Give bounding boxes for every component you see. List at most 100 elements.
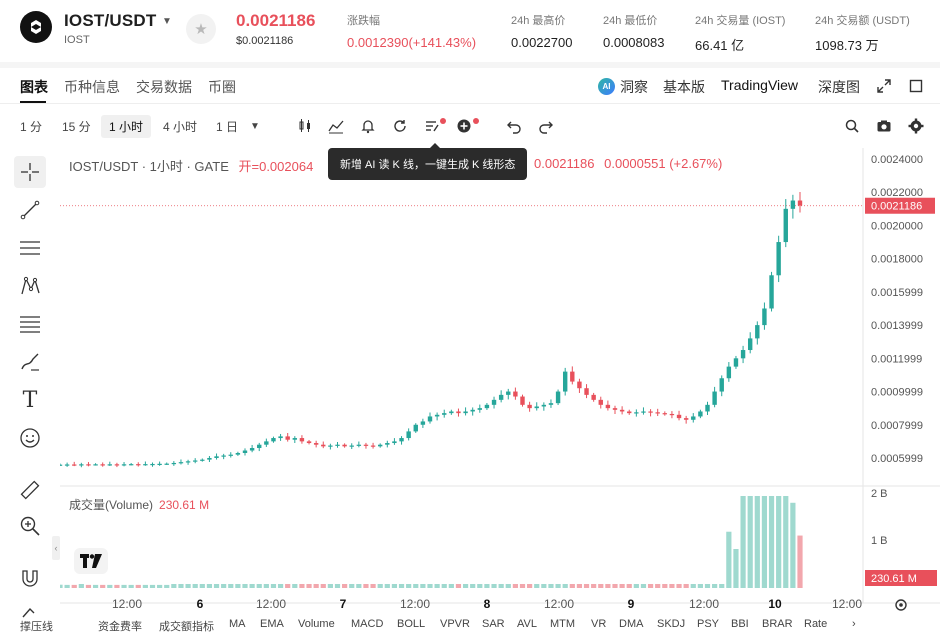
- alert-bell-icon[interactable]: [359, 117, 377, 135]
- volume-bar: [527, 584, 533, 588]
- indicator-macd[interactable]: MACD: [351, 618, 384, 630]
- timeframe-dropdown-icon[interactable]: ▼: [250, 120, 260, 132]
- indicator-dma[interactable]: DMA: [619, 618, 644, 630]
- indicator-skdj[interactable]: SKDJ: [657, 618, 686, 630]
- main-tabs: 图表 币种信息 交易数据 币圈 AI 洞察 基本版 TradingView 深度…: [0, 68, 940, 104]
- candle-body: [755, 325, 760, 339]
- candle-body: [107, 464, 113, 466]
- indicator-ema[interactable]: EMA: [260, 618, 284, 630]
- timeframe-4h[interactable]: 4 小时: [163, 120, 198, 134]
- candle-type-icon[interactable]: [296, 117, 314, 135]
- last-price-tag: [865, 197, 935, 214]
- pattern-tool-icon[interactable]: [14, 270, 46, 302]
- candle-body: [662, 413, 668, 415]
- redo-icon[interactable]: [537, 117, 555, 135]
- indicator-psy[interactable]: PSY: [697, 618, 720, 630]
- volume-bar: [797, 535, 803, 588]
- timeframe-1m[interactable]: 1 分: [20, 120, 43, 134]
- tab-coin-info[interactable]: 币种信息: [64, 79, 120, 95]
- volume-bar: [228, 584, 234, 588]
- ruler-icon[interactable]: [14, 474, 46, 506]
- expand-icon[interactable]: [874, 76, 894, 96]
- timeframe-1d[interactable]: 1 日: [216, 120, 239, 134]
- indicator-vpvr[interactable]: VPVR: [440, 618, 470, 630]
- volume-bar: [633, 584, 639, 588]
- volume-bar: [562, 584, 568, 588]
- tab-trade-data[interactable]: 交易数据: [136, 79, 192, 95]
- collapse-toolbar-icon[interactable]: ‹: [52, 536, 60, 560]
- timeframe-1h[interactable]: 1 小时: [101, 115, 152, 138]
- horizontal-lines-icon[interactable]: [14, 232, 46, 264]
- text-tool-icon[interactable]: T: [22, 387, 38, 413]
- replay-icon[interactable]: [391, 117, 409, 135]
- indicator-funding-rate[interactable]: 资金费率: [98, 621, 142, 633]
- tradingview-tab[interactable]: TradingView: [721, 77, 799, 93]
- candle-body: [271, 438, 276, 442]
- tab-chart[interactable]: 图表: [20, 79, 48, 95]
- pair-dropdown-icon[interactable]: ▼: [162, 16, 172, 27]
- indicator-vr[interactable]: VR: [591, 618, 607, 630]
- tab-community[interactable]: 币圈: [208, 79, 236, 95]
- indicator-volume[interactable]: Volume: [298, 618, 335, 630]
- crosshair-icon[interactable]: [14, 156, 46, 188]
- camera-icon[interactable]: [875, 117, 893, 135]
- pair-name[interactable]: IOST/USDT: [64, 11, 157, 30]
- indicator-avl[interactable]: AVL: [517, 618, 537, 630]
- candle-body: [627, 411, 632, 414]
- window-toggle-icon[interactable]: [906, 76, 926, 96]
- ai-insight-tab[interactable]: 洞察: [620, 79, 648, 95]
- settings-gear-icon[interactable]: [907, 117, 925, 135]
- volume-bar: [704, 584, 711, 588]
- volume-bar: [391, 584, 398, 588]
- volume-bar: [598, 584, 604, 588]
- candle-body: [456, 411, 461, 414]
- indicator-bbi[interactable]: BBI: [731, 618, 749, 630]
- favorite-star-button[interactable]: ★: [186, 14, 216, 44]
- candle-body: [377, 444, 383, 447]
- volume-bar: [655, 584, 661, 588]
- chart-area[interactable]: 0.0024000 0.0022000 0.0020000 0.0018000 0.00…: [60, 143, 940, 618]
- candle-body: [114, 464, 120, 466]
- zoom-in-icon[interactable]: [14, 510, 46, 542]
- tradingview-logo: [74, 548, 108, 574]
- indicator-brar[interactable]: BRAR: [762, 618, 793, 630]
- candle-body: [783, 208, 788, 243]
- add-indicator-icon[interactable]: [455, 117, 473, 135]
- candle-body: [221, 455, 226, 457]
- indicators-icon[interactable]: [327, 117, 345, 135]
- candle-body: [285, 436, 290, 440]
- trend-line-icon[interactable]: [14, 194, 46, 226]
- indicator-mtm[interactable]: MTM: [550, 618, 576, 630]
- candle-body: [577, 381, 582, 389]
- depth-chart-tab[interactable]: 深度图: [818, 79, 860, 95]
- indicator-turnover[interactable]: 成交额指标: [159, 621, 214, 633]
- emoji-icon[interactable]: [14, 422, 46, 454]
- stat-change: 涨跌幅 0.0012390(+141.43%): [347, 12, 476, 50]
- lock-drawing-icon[interactable]: [14, 596, 46, 628]
- indicator-support-resistance[interactable]: 撑压线: [20, 621, 53, 633]
- basic-view-tab[interactable]: 基本版: [663, 79, 705, 95]
- ai-pattern-icon[interactable]: [423, 117, 441, 135]
- volume-bar: [662, 584, 668, 588]
- brush-icon[interactable]: [14, 346, 46, 378]
- indicator-sar[interactable]: SAR: [482, 618, 505, 630]
- search-icon[interactable]: [843, 117, 861, 135]
- time-axis-label: 12:00: [112, 597, 142, 611]
- candle-body: [299, 438, 305, 442]
- undo-icon[interactable]: [505, 117, 523, 135]
- more-indicators-icon[interactable]: ›: [852, 618, 856, 630]
- indicator-rate[interactable]: Rate: [804, 618, 828, 630]
- indicator-boll[interactable]: BOLL: [397, 618, 426, 630]
- fib-retracement-icon[interactable]: [14, 308, 46, 340]
- stat-low: 24h 最低价 0.0008083: [603, 12, 664, 50]
- magnet-icon[interactable]: [14, 562, 46, 594]
- volume-bar: [142, 584, 148, 588]
- candle-body: [584, 388, 589, 395]
- volume-bar: [491, 584, 497, 588]
- candlestick-chart[interactable]: 0.0024000 0.0022000 0.0020000 0.0018000 0.00…: [60, 148, 940, 618]
- chart-legend-right: 0.0021186 0.0000551 (+2.67%): [534, 156, 722, 171]
- volume-bar: [149, 584, 156, 588]
- time-axis-label: 7: [340, 597, 347, 611]
- indicator-ma[interactable]: MA: [229, 618, 246, 630]
- timeframe-15m[interactable]: 15 分: [62, 120, 91, 134]
